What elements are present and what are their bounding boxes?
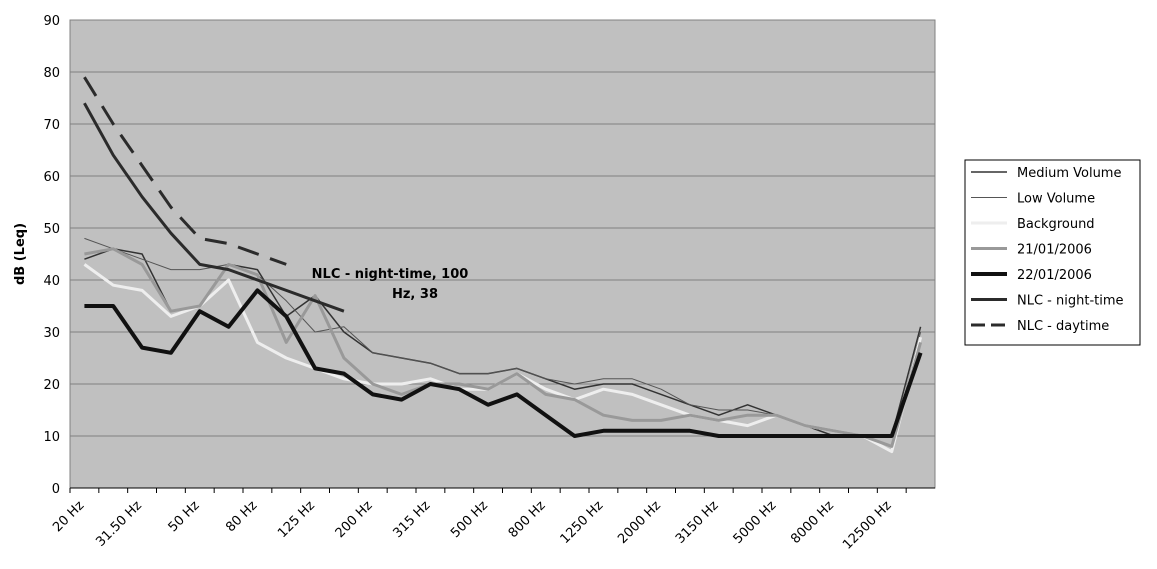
annotation: NLC - night-time, 100	[312, 267, 469, 282]
legend-label: Low Volume	[1017, 192, 1095, 207]
series-line	[84, 288, 923, 438]
x-tick-label: 8000 Hz	[788, 498, 837, 547]
plot-area	[69, 19, 936, 489]
legend-label: NLC - daytime	[1017, 319, 1109, 334]
legend-label: NLC - night-time	[1017, 294, 1124, 309]
y-tick-label: 50	[43, 222, 60, 237]
series-line	[83, 76, 287, 266]
x-tick-label: 5000 Hz	[731, 498, 780, 547]
y-tick-label: 40	[43, 274, 60, 289]
y-tick-label: 20	[43, 378, 60, 393]
annotation: Hz, 38	[392, 287, 438, 302]
legend-label: Medium Volume	[1017, 166, 1121, 181]
series-line	[84, 247, 923, 448]
y-tick-label: 10	[43, 430, 60, 445]
x-tick-label: 20 Hz	[50, 498, 87, 535]
legend-label: Background	[1017, 217, 1095, 232]
x-tick-label: 2000 Hz	[615, 498, 664, 547]
x-tick-label: 80 Hz	[223, 498, 260, 535]
x-tick-label: 800 Hz	[506, 498, 549, 541]
x-tick-label: 125 Hz	[275, 498, 318, 541]
x-tick-label: 12500 Hz	[840, 498, 895, 553]
y-tick-label: 70	[43, 118, 60, 133]
x-tick-label: 500 Hz	[448, 498, 491, 541]
x-tick-label: 200 Hz	[333, 498, 376, 541]
y-tick-label: 0	[52, 482, 60, 497]
x-tick-label: 315 Hz	[390, 498, 433, 541]
legend-label: 22/01/2006	[1017, 268, 1092, 283]
series-line	[83, 102, 345, 313]
y-tick-label: 30	[43, 326, 60, 341]
x-tick-label: 1250 Hz	[558, 498, 607, 547]
x-tick-label: 31.50 Hz	[93, 498, 145, 550]
y-tick-label: 60	[43, 170, 60, 185]
x-tick-label: 3150 Hz	[673, 498, 722, 547]
y-tick-label: 90	[43, 14, 60, 29]
legend-label: 21/01/2006	[1017, 243, 1092, 258]
x-tick-label: 50 Hz	[166, 498, 203, 535]
y-axis-label: dB (Leq)	[13, 223, 28, 285]
legend-box	[964, 159, 1141, 346]
y-tick-label: 80	[43, 66, 60, 81]
